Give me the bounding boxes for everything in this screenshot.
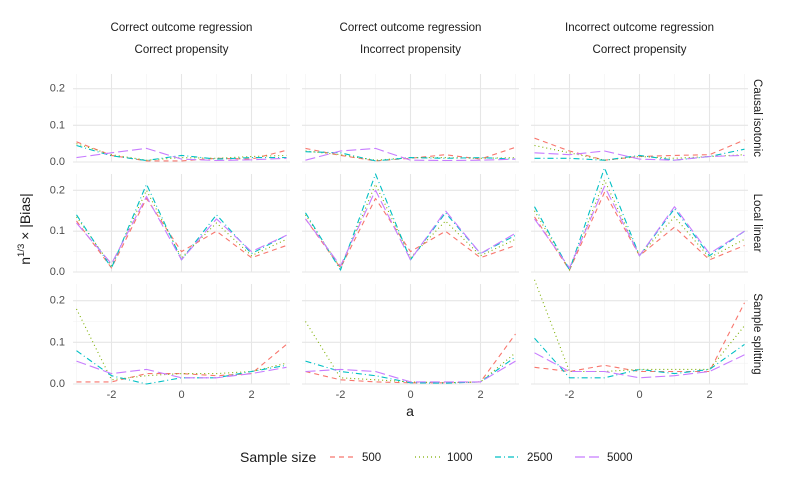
series-line-5000 <box>534 150 745 161</box>
series-line-2500 <box>305 151 516 162</box>
facet-column-title: Incorrect outcome regression <box>565 22 714 34</box>
series-line-5000 <box>305 189 516 267</box>
x-tick-label: 2 <box>477 389 483 401</box>
y-tick-label: 0.2 <box>50 184 65 196</box>
panel <box>531 279 748 385</box>
series-line-500 <box>305 197 516 269</box>
x-tick-label: 0 <box>636 389 642 401</box>
series-line-2500 <box>305 356 516 384</box>
panel <box>302 173 519 273</box>
y-tick-label: 0.0 <box>50 378 65 390</box>
y-tick-label: 0.0 <box>50 266 65 278</box>
y-axis-label-base: n <box>17 257 33 265</box>
legend-label: 500 <box>362 452 381 464</box>
facet-column-title: Correct propensity <box>135 44 229 56</box>
facet-row-title: Local linear <box>751 194 763 253</box>
series-line-2500 <box>534 337 745 379</box>
y-tick-label: 0.0 <box>50 156 65 168</box>
x-tick-label: 0 <box>407 389 413 401</box>
panel <box>302 284 519 385</box>
x-tick-label: -2 <box>336 389 346 401</box>
panel <box>531 74 748 163</box>
legend-title: Sample size <box>240 449 316 465</box>
facet-column-title: Correct outcome regression <box>340 22 482 34</box>
legend-label: 1000 <box>447 452 473 464</box>
y-axis-label-rest: × |Bias| <box>17 193 33 243</box>
panel <box>73 174 290 273</box>
panel <box>531 167 748 273</box>
series-line-5000 <box>305 147 516 162</box>
legend-label: 2500 <box>527 452 553 464</box>
y-tick-label: 0.2 <box>50 295 65 307</box>
y-axis-label: n1/3 × |Bias| <box>16 193 33 264</box>
series-line-500 <box>534 137 745 161</box>
series-line-2500 <box>76 350 287 385</box>
legend: Sample size 500 1000 2500 5000 <box>240 449 633 465</box>
panel <box>302 74 519 163</box>
series-line-5000 <box>76 360 287 379</box>
series-line-1000 <box>533 279 745 373</box>
y-tick-label: 0.1 <box>50 119 65 131</box>
series-line-2500 <box>76 144 287 162</box>
y-tick-label: 0.1 <box>50 336 65 348</box>
panel <box>73 284 290 385</box>
y-axis-label-exponent: 1/3 <box>16 244 27 257</box>
panel <box>73 74 290 163</box>
legend-label: 5000 <box>607 452 633 464</box>
facet-row-title: Causal isotonic <box>751 79 763 157</box>
x-tick-label: 2 <box>706 389 712 401</box>
x-tick-label: 0 <box>178 389 184 401</box>
x-axis-label: a <box>406 403 414 419</box>
x-tick-label: -2 <box>565 389 575 401</box>
series-line-2500 <box>534 148 745 161</box>
series-line-1000 <box>76 189 287 267</box>
series-line-5000 <box>305 360 516 383</box>
series-line-5000 <box>76 195 287 265</box>
series-line-500 <box>76 197 287 269</box>
y-tick-label: 0.1 <box>50 225 65 237</box>
facet-column-title: Incorrect propensity <box>360 44 461 56</box>
x-tick-label: -2 <box>107 389 117 401</box>
series-line-1000 <box>76 143 287 161</box>
series-line-5000 <box>534 185 745 269</box>
facet-row-title: Sample splitting <box>751 293 763 374</box>
series-line-500 <box>76 141 287 162</box>
x-tick-label: 2 <box>248 389 254 401</box>
series-line-5000 <box>76 147 287 162</box>
facet-column-title: Correct propensity <box>593 44 687 56</box>
facet-column-title: Correct outcome regression <box>111 22 253 34</box>
y-tick-label: 0.2 <box>50 83 65 95</box>
